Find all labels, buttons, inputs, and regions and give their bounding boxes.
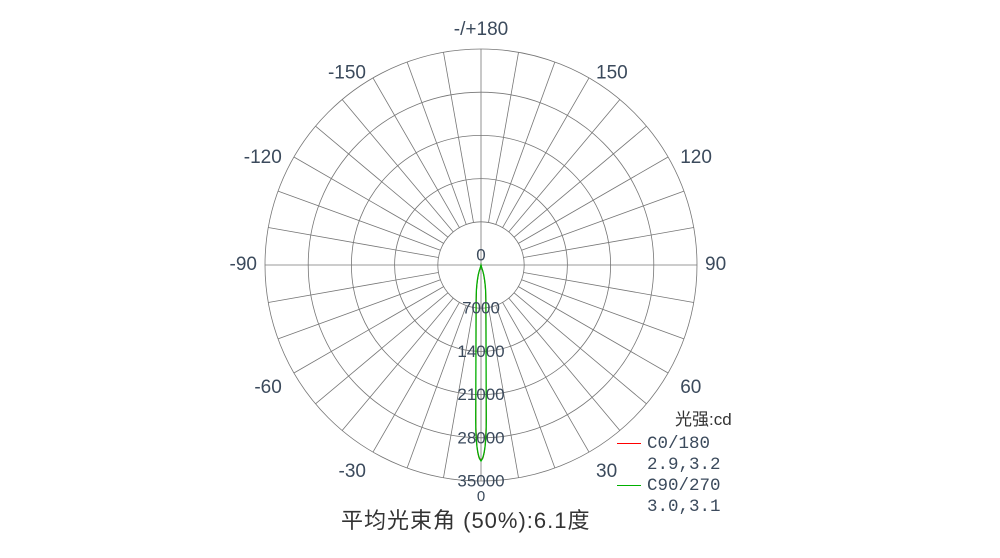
svg-text:21000: 21000 xyxy=(457,385,504,404)
svg-text:-120: -120 xyxy=(244,147,282,168)
svg-text:60: 60 xyxy=(680,377,701,398)
svg-text:14000: 14000 xyxy=(457,342,504,361)
svg-text:7000: 7000 xyxy=(462,299,500,318)
svg-text:150: 150 xyxy=(596,63,628,84)
svg-text:90: 90 xyxy=(705,254,726,275)
svg-text:28000: 28000 xyxy=(457,428,504,447)
svg-text:-30: -30 xyxy=(339,461,366,482)
svg-text:-90: -90 xyxy=(230,254,257,275)
svg-text:120: 120 xyxy=(680,147,712,168)
svg-text:-/+180: -/+180 xyxy=(454,19,508,40)
svg-text:-150: -150 xyxy=(328,63,366,84)
svg-text:-60: -60 xyxy=(254,377,281,398)
svg-text:30: 30 xyxy=(596,461,617,482)
svg-text:0: 0 xyxy=(476,245,485,264)
